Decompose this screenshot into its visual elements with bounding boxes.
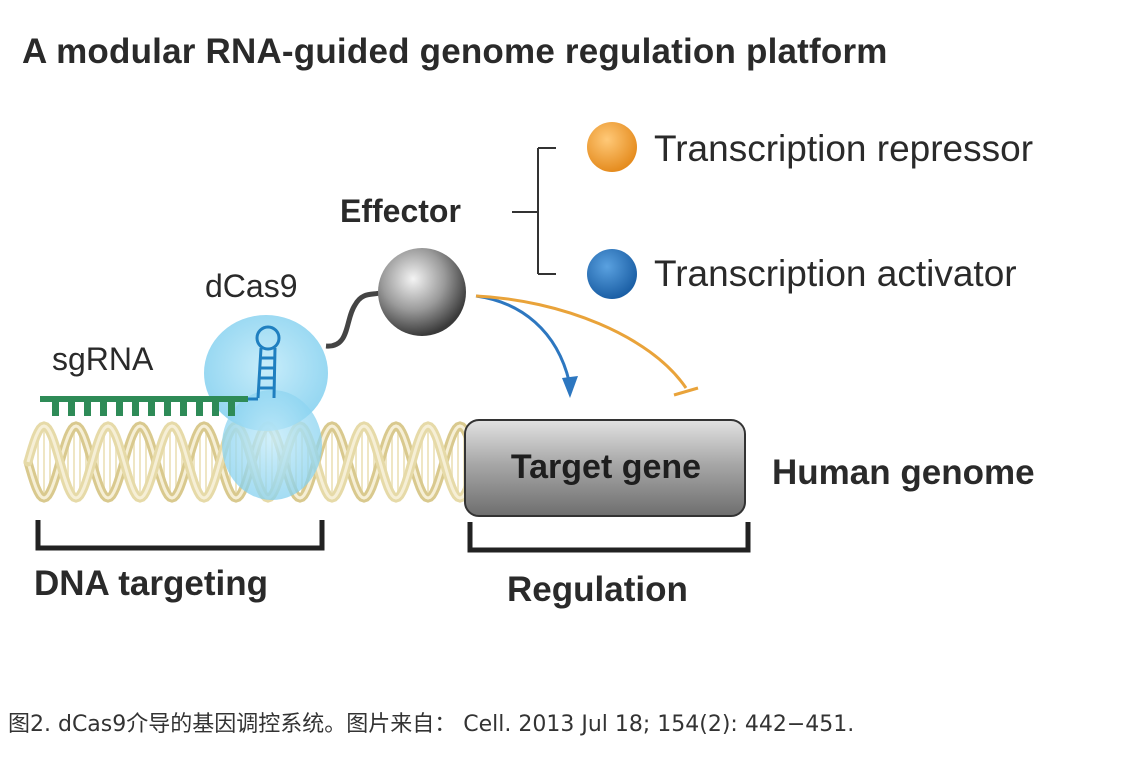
- effector-bracket: [512, 147, 556, 275]
- effector-sphere: [378, 248, 466, 336]
- repressor-label: Transcription repressor: [654, 128, 1034, 169]
- repression-line: [475, 294, 699, 397]
- repressor-circle: [587, 122, 637, 172]
- sgrna-hairpin: [248, 325, 281, 401]
- sgrna-strand: [40, 396, 248, 416]
- figure-title: A modular RNA-guided genome regulation p…: [22, 32, 888, 71]
- regulation-bracket: [467, 522, 751, 553]
- target-gene-box: [464, 419, 746, 517]
- dcas9-label: dCas9: [205, 268, 298, 304]
- dna-targeting-bracket: [35, 520, 325, 551]
- activation-arrow: [475, 294, 578, 398]
- linker: [325, 290, 381, 349]
- effector-label: Effector: [340, 193, 461, 229]
- human-genome-label: Human genome: [772, 453, 1035, 492]
- activator-label: Transcription activator: [654, 253, 1017, 294]
- dna-targeting-label: DNA targeting: [34, 564, 268, 603]
- target-gene-label: Target gene: [510, 448, 702, 486]
- figure: A modular RNA-guided genome regulation p…: [22, 32, 1035, 609]
- sgrna-label: sgRNA: [52, 341, 154, 377]
- activator-circle: [587, 249, 637, 299]
- figure-caption: 图2. dCas9介导的基因调控系统。图片来自： Cell. 2013 Jul …: [8, 712, 855, 737]
- diagram-graphic: [23, 122, 751, 553]
- regulation-label: Regulation: [507, 570, 688, 609]
